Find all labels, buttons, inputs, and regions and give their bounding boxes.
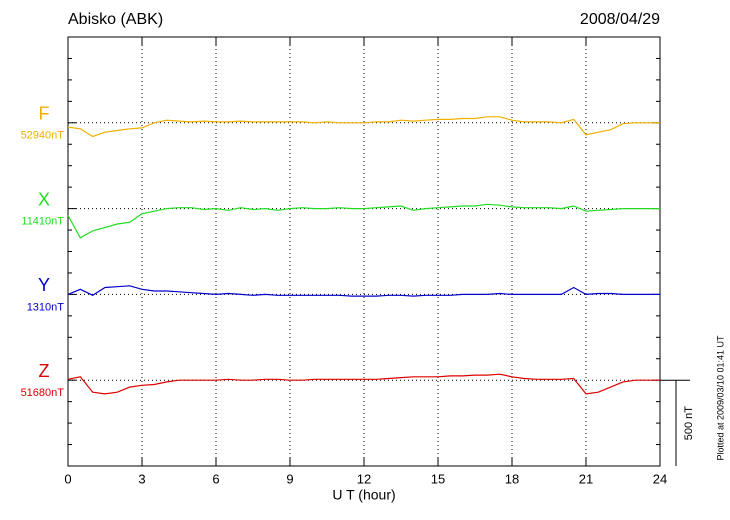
series-line [67,285,660,297]
scale-bar-label: 500 nT [683,406,695,441]
series-name: Y [38,275,50,295]
x-tick-label: 0 [64,471,71,486]
chart-date: 2008/04/29 [580,11,660,28]
series-name: Z [39,361,50,381]
series-name: X [38,189,50,209]
series-line [67,373,660,395]
x-tick-label: 24 [653,471,667,486]
x-tick-label: 15 [431,471,445,486]
x-axis-label: U T (hour) [332,487,395,503]
baseline-label: 51680nT [21,387,65,399]
baseline-label: 11410nT [21,216,64,228]
baseline-label: 52940nT [21,130,65,142]
chart-title: Abisko (ABK) [68,11,163,28]
x-tick-label: 6 [212,471,219,486]
x-tick-label: 21 [579,471,593,486]
baseline-label: 1310nT [27,301,65,313]
x-tick-label: 3 [138,471,145,486]
series-line [67,203,660,239]
series-name: F [39,104,50,124]
x-tick-label: 12 [357,471,371,486]
footnote: Plotted at 2009/03/10 01:41 UT [715,335,725,461]
x-tick-label: 18 [505,471,519,486]
series-line [67,116,660,138]
x-tick-label: 9 [286,471,293,486]
